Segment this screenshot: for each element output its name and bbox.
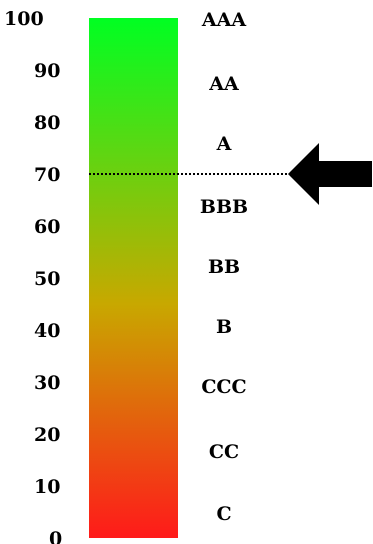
rating-label-aa: AA bbox=[208, 73, 239, 95]
pointer-arrow-icon bbox=[288, 143, 372, 205]
rating-label-a: A bbox=[216, 133, 232, 155]
rating-label-bb: BB bbox=[208, 256, 240, 278]
scale-tick-10: 10 bbox=[34, 476, 60, 498]
scale-tick-60: 60 bbox=[34, 216, 60, 238]
scale-tick-100: 100 bbox=[4, 8, 44, 30]
scale-tick-40: 40 bbox=[34, 320, 60, 342]
scale-tick-30: 30 bbox=[34, 372, 60, 394]
scale-tick-90: 90 bbox=[34, 60, 60, 82]
rating-gradient-bar bbox=[89, 18, 178, 538]
rating-label-b: B bbox=[216, 316, 232, 338]
rating-label-c: C bbox=[216, 503, 231, 525]
rating-label-ccc: CCC bbox=[201, 376, 246, 398]
rating-label-aaa: AAA bbox=[201, 9, 246, 31]
rating-label-cc: CC bbox=[209, 441, 239, 463]
rating-label-bbb: BBB bbox=[200, 196, 248, 218]
scale-tick-20: 20 bbox=[34, 424, 60, 446]
scale-tick-70: 70 bbox=[34, 164, 60, 186]
scale-tick-80: 80 bbox=[34, 112, 60, 134]
scale-tick-50: 50 bbox=[34, 268, 60, 290]
scale-tick-0: 0 bbox=[49, 528, 62, 544]
